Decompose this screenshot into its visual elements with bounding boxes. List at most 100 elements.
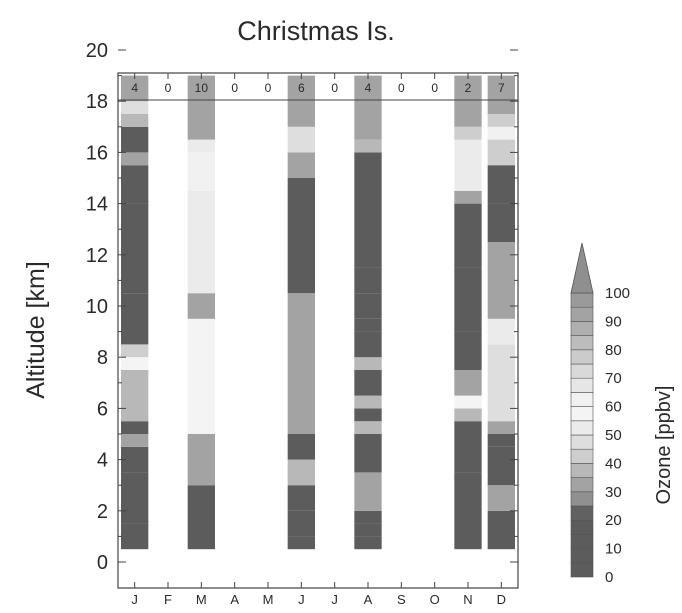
data-cell-j-0-5 <box>121 421 149 434</box>
y-axis-label: Altitude [km] <box>22 261 50 399</box>
data-cell-j-0-14 <box>121 114 149 127</box>
data-cell-d-5-6 <box>487 344 515 409</box>
month-label-1: F <box>164 592 172 607</box>
data-cell-d-5-8 <box>487 242 515 319</box>
data-cell-j-0-2 <box>121 472 149 498</box>
data-cell-a-3-12 <box>354 293 382 319</box>
colorbar-tick-60: 60 <box>605 399 622 416</box>
data-cell-n-4-6 <box>454 331 482 370</box>
data-cell-a-3-7 <box>354 395 382 409</box>
y-tick-label-18: 18 <box>86 91 108 113</box>
colorbar-tick-80: 80 <box>605 342 622 359</box>
data-cell-j-0-16 <box>121 75 149 102</box>
data-cell-j-2-6 <box>287 178 315 294</box>
month-label-11: D <box>497 592 506 607</box>
data-cell-j-0-10 <box>121 203 149 294</box>
y-tick-label-2: 2 <box>97 501 108 523</box>
data-cell-m-1-8 <box>187 75 215 140</box>
sample-count-1: 0 <box>165 81 172 95</box>
data-cell-m-1-1 <box>187 485 215 498</box>
data-cell-a-3-2 <box>354 510 382 524</box>
data-cell-a-3-16 <box>354 75 382 140</box>
month-label-2: M <box>196 592 207 607</box>
data-cell-a-3-9 <box>354 357 382 370</box>
colorbar-tick-10: 10 <box>605 541 622 558</box>
data-cell-j-2-9 <box>287 75 315 127</box>
colorbar-tick-90: 90 <box>605 313 622 330</box>
sample-count-2: 10 <box>195 81 209 95</box>
y-tick-label-14: 14 <box>86 194 108 216</box>
data-cell-a-3-0 <box>354 536 382 550</box>
colorbar-overflow-triangle <box>570 242 594 294</box>
sample-count-11: 7 <box>498 81 505 95</box>
data-cell-j-2-4 <box>287 434 315 460</box>
month-label-7: A <box>364 592 373 607</box>
colorbar-box-7 <box>570 463 594 478</box>
colorbar-box-8 <box>570 448 594 464</box>
data-cell-a-3-13 <box>354 267 382 294</box>
data-cell-d-5-4 <box>487 421 515 434</box>
sample-count-3: 0 <box>231 81 238 95</box>
colorbar-tick-20: 20 <box>605 512 622 529</box>
colorbar-box-11 <box>570 406 594 422</box>
sample-count-6: 0 <box>331 81 338 95</box>
sample-count-5: 6 <box>298 81 305 95</box>
colorbar-box-15 <box>570 349 594 365</box>
colorbar-tick-50: 50 <box>605 427 622 444</box>
colorbar-box-13 <box>570 377 594 393</box>
data-cell-d-5-9 <box>487 203 515 242</box>
colorbar-box-1 <box>570 548 594 564</box>
data-cell-n-4-0 <box>454 472 482 550</box>
data-cell-d-5-3 <box>487 434 515 447</box>
plot-area: 0 2 4 6 8 10 12 14 16 18 20 J 4 F 0 M 10 A 0 M 0 J 6 J 0 A 4 S 0 O 0 N 2… <box>86 40 519 607</box>
colorbar-tick-70: 70 <box>605 370 622 387</box>
data-cell-d-5-14 <box>487 114 515 127</box>
data-cell-j-2-8 <box>287 126 315 153</box>
data-cell-n-4-7 <box>454 306 482 332</box>
colorbar-tick-40: 40 <box>605 455 622 472</box>
y-tick-label-0: 0 <box>97 552 108 574</box>
colorbar-box-17 <box>570 321 594 336</box>
month-label-10: N <box>463 592 472 607</box>
data-cell-a-3-11 <box>354 318 382 332</box>
y-tick-label-20: 20 <box>86 40 108 62</box>
data-cell-a-3-10 <box>354 331 382 358</box>
data-cell-m-1-3 <box>187 318 215 434</box>
month-label-4: M <box>263 592 274 607</box>
colorbar: 0 10 20 30 40 50 60 70 80 90 100 <box>570 242 630 586</box>
data-cell-j-0-11 <box>121 165 149 204</box>
colorbar-box-12 <box>570 392 594 407</box>
data-cell-a-3-8 <box>354 370 382 396</box>
data-cell-n-4-3 <box>454 408 482 422</box>
y-tick-label-4: 4 <box>97 450 108 472</box>
month-label-9: O <box>430 592 440 607</box>
data-cell-j-2-0 <box>287 536 315 550</box>
data-cell-j-2-5 <box>287 293 315 434</box>
data-cell-m-1-7 <box>187 139 215 153</box>
month-label-6: J <box>331 592 338 607</box>
colorbar-box-0 <box>570 562 594 578</box>
data-cell-d-5-15 <box>487 75 515 114</box>
data-cell-j-2-7 <box>287 152 315 178</box>
sample-count-4: 0 <box>265 81 272 95</box>
colorbar-tick-100: 100 <box>605 285 630 302</box>
colorbar-box-16 <box>570 335 594 351</box>
data-cell-d-5-7 <box>487 318 515 345</box>
data-cell-j-0-6 <box>121 370 149 422</box>
colorbar-box-4 <box>570 505 594 521</box>
colorbar-box-3 <box>570 519 594 535</box>
data-cell-j-0-8 <box>121 344 149 358</box>
data-cell-d-5-5 <box>487 408 515 422</box>
colorbar-box-10 <box>570 420 594 436</box>
data-cell-n-4-4 <box>454 395 482 409</box>
data-cell-n-4-10 <box>454 203 482 242</box>
data-cell-n-4-5 <box>454 370 482 396</box>
data-cell-j-0-12 <box>121 152 149 166</box>
colorbar-box-14 <box>570 363 594 379</box>
data-cell-a-3-14 <box>354 152 382 268</box>
y-tick-label-10: 10 <box>86 296 108 318</box>
colorbar-box-6 <box>570 477 594 493</box>
colorbar-box-19 <box>570 292 594 308</box>
data-cell-n-4-13 <box>454 126 482 140</box>
